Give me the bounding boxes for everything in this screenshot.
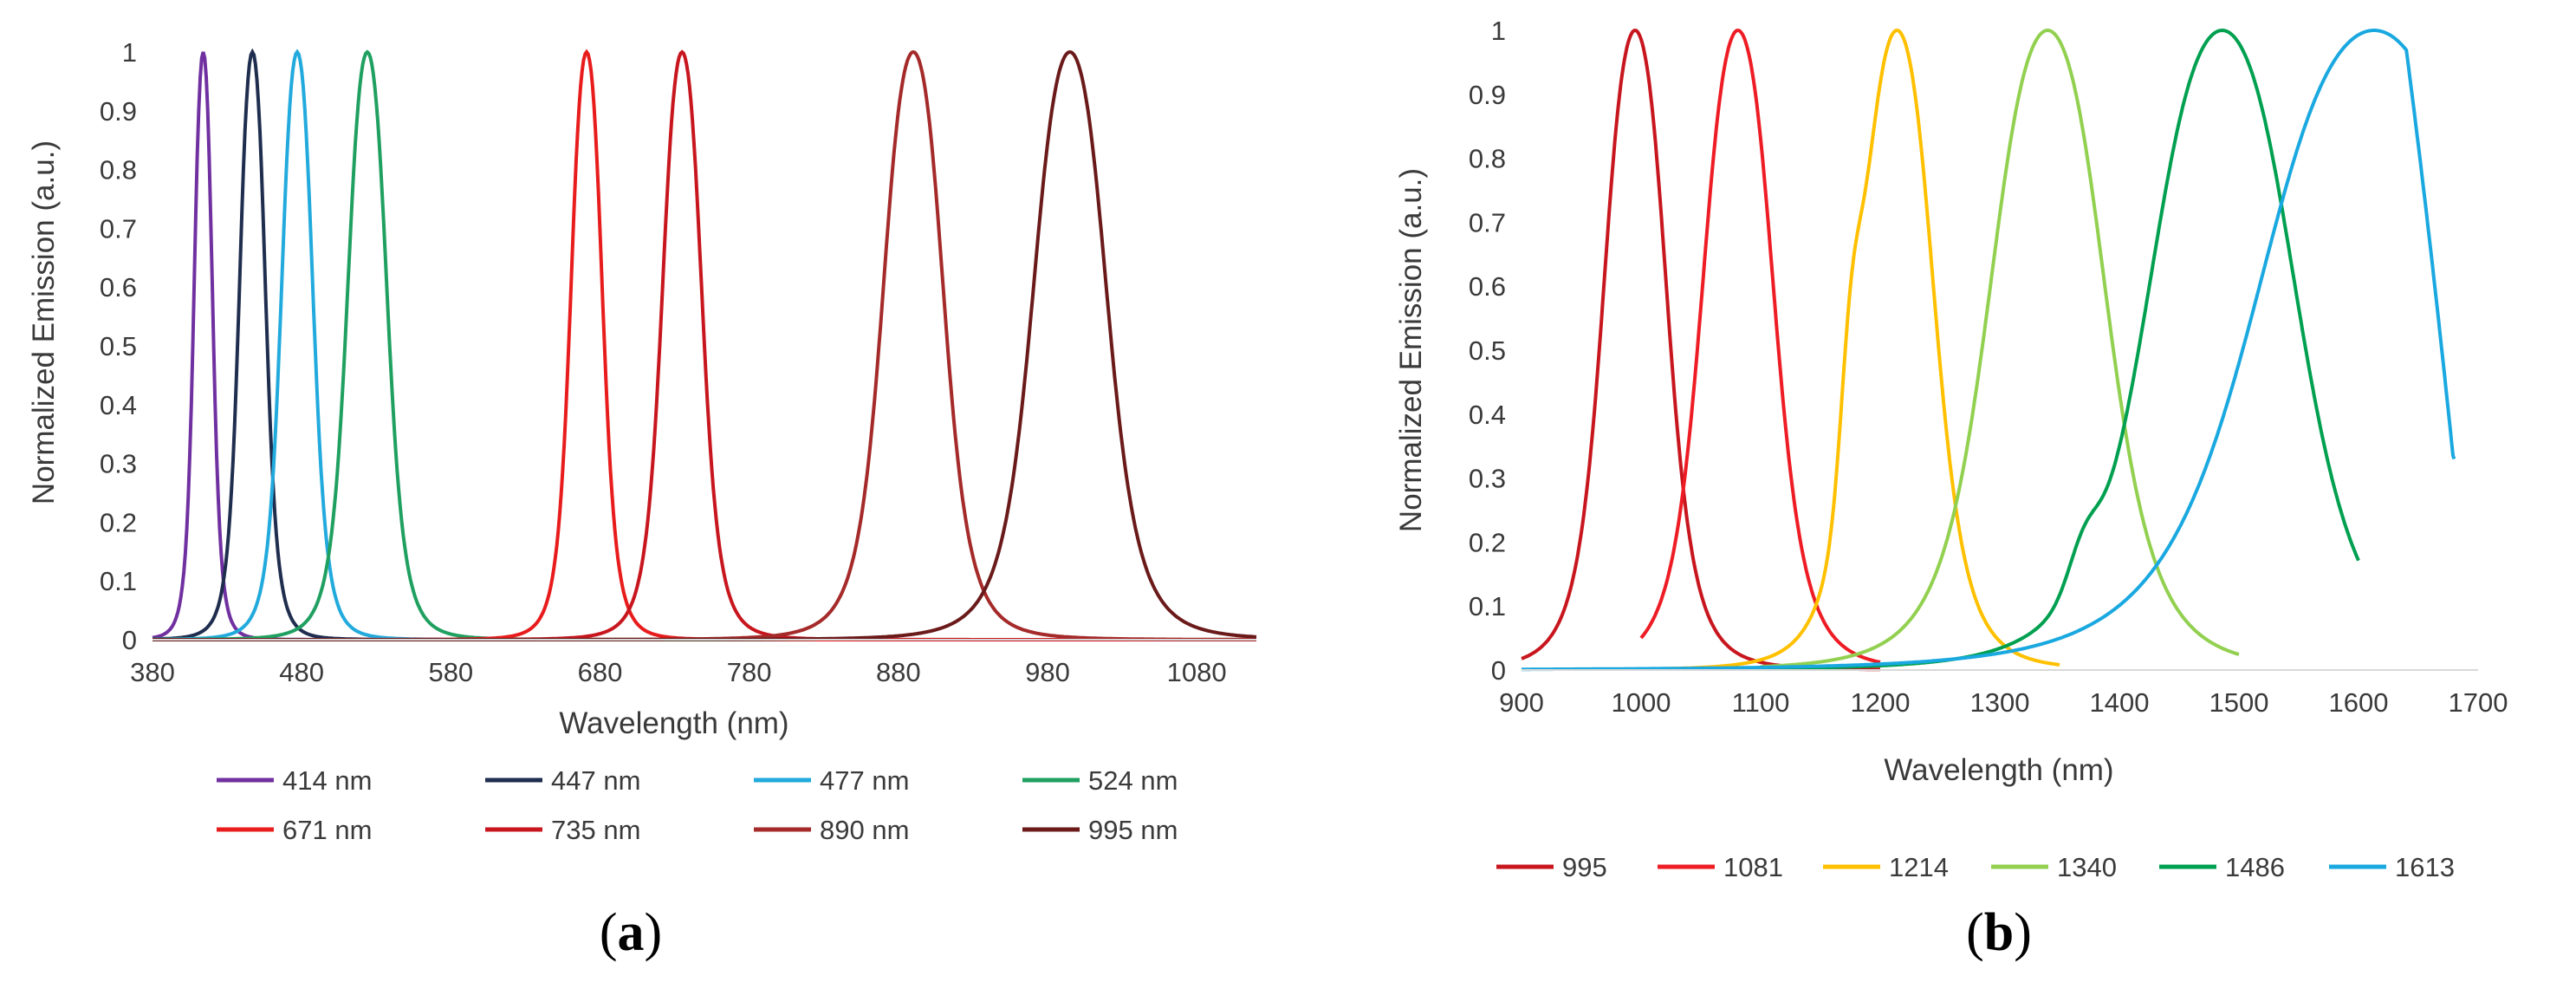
legend-label: 447 nm (551, 765, 640, 796)
y-tick-label: 0.4 (100, 390, 137, 420)
y-tick-label: 1 (1491, 16, 1506, 46)
y-tick-label: 0.1 (100, 566, 137, 596)
y-tick-label: 0.3 (100, 449, 137, 479)
y-tick-label: 0.5 (100, 331, 137, 361)
chart-b-legend: 995 1081 1214 1340 1486 1613 (1496, 852, 2455, 882)
y-tick-label: 0.5 (1469, 335, 1506, 366)
chart-a-x-ticks: 380 480 580 680 780 880 980 1080 (130, 657, 1226, 687)
series-line-1613 (1522, 29, 2456, 672)
x-tick-label: 1200 (1851, 687, 1911, 718)
legend-label: 1486 (2225, 852, 2285, 882)
y-tick-label: 0.2 (100, 507, 137, 537)
series-line-1486 (1760, 28, 2360, 671)
y-tick-label: 0.8 (1469, 144, 1506, 174)
legend-label: 735 nm (551, 815, 640, 845)
legend-label: 671 nm (282, 815, 372, 845)
legend-label: 995 (1562, 852, 1607, 882)
y-tick-label: 0.8 (100, 155, 137, 185)
y-tick-label: 0 (1491, 655, 1506, 686)
y-tick-label: 0.2 (1469, 527, 1506, 557)
chart-a-panel-letter: a (618, 903, 645, 962)
legend-label: 1613 (2395, 852, 2455, 882)
chart-b: Normalized Emission (a.u.) Wavelength (n… (1394, 16, 2508, 962)
chart-a-ylabel: Normalized Emission (a.u.) (27, 140, 61, 504)
series-line-1214 (1641, 28, 2060, 671)
chart-b-ylabel: Normalized Emission (a.u.) (1394, 168, 1428, 532)
y-tick-label: 0 (122, 625, 137, 655)
legend-label: 890 nm (820, 815, 909, 845)
chart-a-legend: 414 nm 447 nm 477 nm 524 nm 671 nm 735 nm 890 … (217, 765, 1178, 845)
y-tick-label: 0.7 (100, 213, 137, 244)
x-tick-label: 1300 (1970, 687, 2030, 718)
y-tick-label: 0.6 (100, 272, 137, 303)
y-tick-label: 0.7 (1469, 207, 1506, 237)
legend-label: 1340 (2057, 852, 2117, 882)
x-tick-label: 1500 (2209, 687, 2269, 718)
x-tick-label: 1700 (2449, 687, 2508, 718)
chart-b-xlabel: Wavelength (nm) (1884, 753, 2113, 787)
x-tick-label: 1100 (1732, 687, 1790, 718)
chart-b-panel-label: (b) (1966, 903, 2032, 962)
y-tick-label: 0.9 (100, 96, 137, 127)
x-tick-label: 880 (876, 657, 921, 687)
y-tick-label: 1 (122, 37, 137, 68)
chart-a-panel-label: (a) (600, 903, 662, 962)
series-line-995 (1521, 28, 1880, 672)
x-tick-label: 900 (1499, 687, 1544, 718)
legend-label: 1081 (1723, 852, 1783, 882)
y-tick-label: 0.1 (1469, 591, 1506, 621)
chart-a-series (152, 48, 1257, 641)
chart-b-series (1521, 28, 2456, 672)
y-tick-label: 0.9 (1469, 80, 1506, 110)
legend-label: 1214 (1889, 852, 1949, 882)
x-tick-label: 980 (1025, 657, 1070, 687)
x-tick-label: 1600 (2329, 687, 2389, 718)
x-tick-label: 1080 (1167, 657, 1227, 687)
legend-label: 995 nm (1088, 815, 1178, 845)
x-tick-label: 780 (727, 657, 772, 687)
x-tick-label: 680 (578, 657, 623, 687)
legend-label: 477 nm (820, 765, 909, 796)
legend-label: 524 nm (1088, 765, 1178, 796)
x-tick-label: 1000 (1612, 687, 1671, 718)
x-tick-label: 480 (279, 657, 324, 687)
series-line-1081 (1639, 28, 1881, 664)
chart-b-panel-letter: b (1984, 903, 2014, 962)
x-tick-label: 380 (130, 657, 175, 687)
x-tick-label: 1400 (2090, 687, 2150, 718)
legend-label: 414 nm (282, 765, 372, 796)
x-tick-label: 580 (428, 657, 473, 687)
y-tick-label: 0.4 (1469, 400, 1506, 430)
chart-b-x-ticks: 900 1000 1100 1200 1300 1400 1500 1600 1700 (1499, 687, 2508, 718)
y-tick-label: 0.6 (1469, 271, 1506, 302)
y-tick-label: 0.3 (1469, 464, 1506, 494)
chart-b-y-ticks: 0 0.1 0.2 0.3 0.4 0.5 0.6 0.7 0.8 0.9 1 (1469, 16, 1506, 686)
chart-a: Normalized Emission (a.u.) Wavelength (n… (27, 37, 1257, 962)
chart-a-xlabel: Wavelength (nm) (559, 706, 788, 740)
chart-a-y-ticks: 0 0.1 0.2 0.3 0.4 0.5 0.6 0.7 0.8 0.9 1 (100, 37, 137, 655)
series-line-1340 (1760, 28, 2240, 669)
